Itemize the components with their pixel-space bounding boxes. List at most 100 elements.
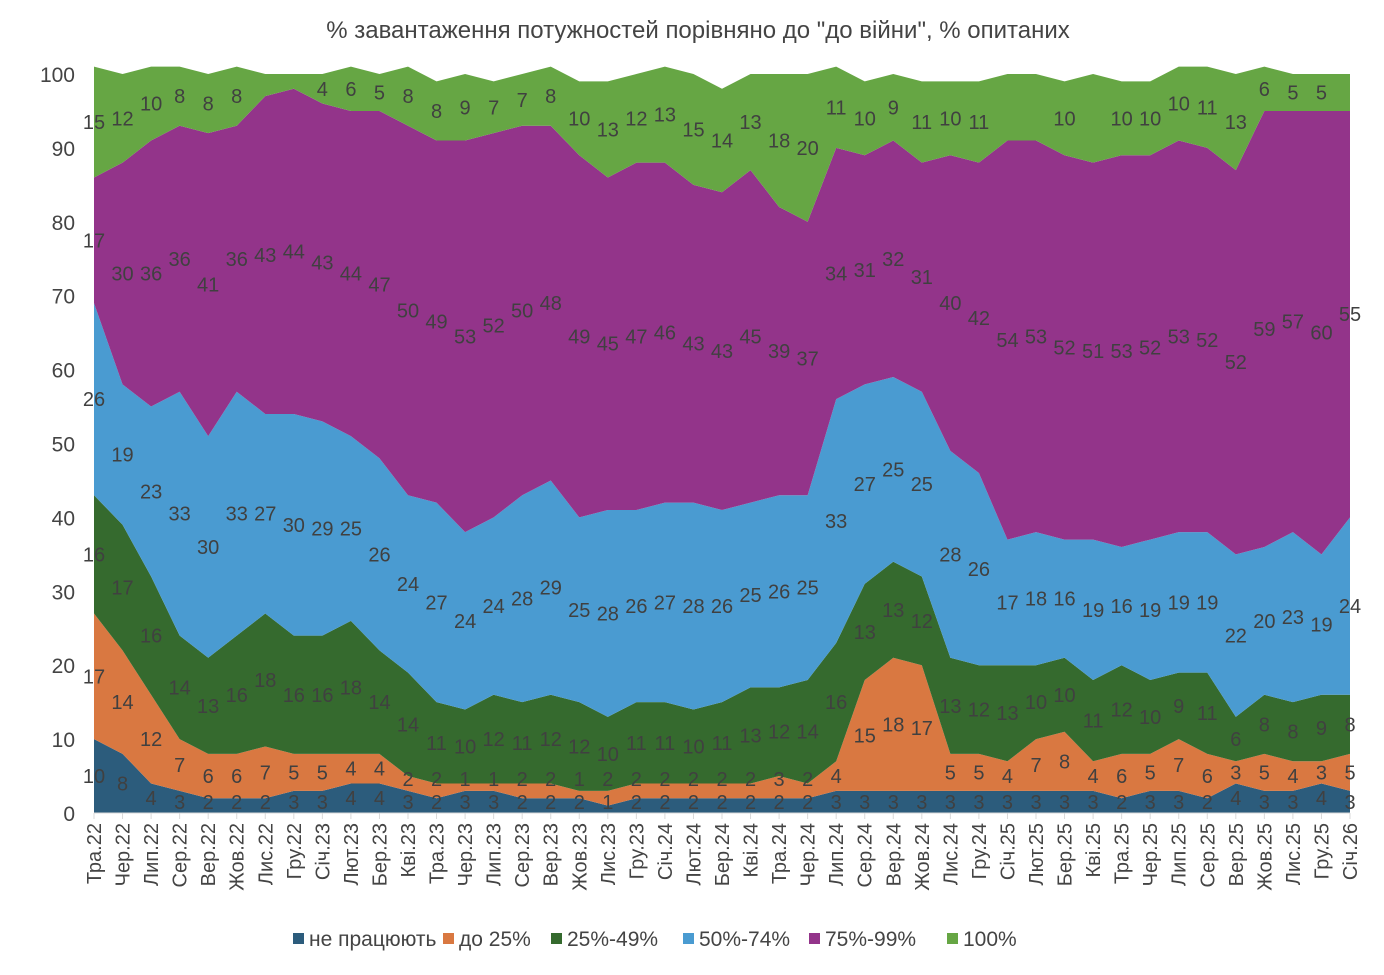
data-label: 16: [825, 692, 847, 714]
data-label: 11: [911, 112, 932, 134]
data-label: 14: [169, 677, 191, 699]
data-label: 2: [517, 792, 528, 814]
data-label: 10: [854, 108, 876, 130]
data-label: 25: [739, 585, 761, 607]
data-label: 15: [682, 119, 704, 141]
data-label: 5: [374, 82, 385, 104]
data-label: 12: [140, 729, 162, 751]
data-label: 13: [996, 703, 1018, 725]
data-label: 5: [1287, 82, 1298, 104]
data-label: 22: [1225, 626, 1247, 648]
data-label: 18: [1025, 589, 1047, 611]
data-label: 10: [1139, 707, 1161, 729]
x-tick-label: Кві.23: [398, 823, 420, 878]
data-label: 3: [831, 792, 842, 814]
data-label: 12: [625, 108, 647, 130]
data-label: 25: [911, 474, 933, 496]
data-label: 19: [1082, 600, 1104, 622]
y-tick-label: 100: [40, 64, 75, 87]
data-label: 11: [512, 733, 533, 755]
data-label: 4: [317, 79, 328, 101]
data-label: 43: [254, 245, 276, 267]
data-label: 13: [197, 696, 219, 718]
data-label: 4: [1287, 766, 1298, 788]
data-label: 3: [859, 792, 870, 814]
data-label: 6: [1259, 79, 1270, 101]
data-label: 13: [654, 105, 676, 127]
data-label: 5: [945, 762, 956, 784]
data-label: 37: [797, 349, 819, 371]
data-label: 25: [568, 600, 590, 622]
data-label: 2: [545, 792, 556, 814]
data-label: 51: [1082, 341, 1104, 363]
data-label: 6: [1202, 766, 1213, 788]
data-label: 27: [854, 474, 876, 496]
x-tick-label: Жов.24: [912, 823, 934, 891]
data-label: 2: [631, 769, 642, 791]
data-label: 4: [1230, 788, 1241, 810]
data-label: 18: [254, 670, 276, 692]
data-label: 12: [483, 729, 505, 751]
data-label: 28: [682, 596, 704, 618]
legend-item: 25%-49%: [551, 928, 658, 951]
data-label: 8: [545, 86, 556, 108]
data-label: 50: [397, 300, 419, 322]
data-label: 44: [340, 264, 362, 286]
data-label: 2: [203, 792, 214, 814]
data-label: 8: [203, 94, 214, 116]
data-label: 10: [1168, 94, 1190, 116]
x-tick-label: Гру.23: [626, 823, 648, 879]
data-label: 52: [483, 315, 505, 337]
data-label: 16: [140, 626, 162, 648]
data-label: 26: [625, 596, 647, 618]
x-tick-label: Бер.24: [712, 823, 734, 886]
x-tick-label: Вер.23: [541, 823, 563, 886]
data-label: 27: [425, 592, 447, 614]
data-label: 10: [682, 736, 704, 758]
x-tick-label: Тра.23: [427, 823, 449, 884]
area-series-4: [94, 88, 1350, 555]
x-tick-label: Січ.24: [655, 823, 677, 880]
data-label: 1: [574, 769, 585, 791]
y-tick-label: 20: [52, 655, 75, 678]
data-label: 13: [597, 119, 619, 141]
data-label: 3: [488, 792, 499, 814]
data-label: 8: [231, 86, 242, 108]
data-label: 2: [688, 792, 699, 814]
data-label: 53: [1168, 326, 1190, 348]
data-label: 12: [540, 729, 562, 751]
data-label: 11: [826, 97, 847, 119]
data-label: 2: [431, 769, 442, 791]
data-label: 45: [739, 326, 761, 348]
data-label: 31: [911, 267, 933, 289]
data-label: 3: [317, 792, 328, 814]
data-label: 6: [231, 766, 242, 788]
x-tick-label: Лис.24: [940, 823, 962, 885]
data-label: 6: [1230, 729, 1241, 751]
x-tick-label: Лис.23: [598, 823, 620, 885]
data-label: 9: [1173, 696, 1184, 718]
data-label: 10: [1053, 108, 1075, 130]
data-label: 28: [511, 589, 533, 611]
data-label: 1: [488, 769, 499, 791]
data-label: 19: [1196, 592, 1218, 614]
data-label: 3: [1002, 792, 1013, 814]
y-tick-label: 80: [52, 212, 75, 235]
data-label: 33: [226, 504, 248, 526]
legend-swatch: [947, 933, 958, 944]
data-label: 54: [996, 330, 1018, 352]
data-label: 6: [345, 79, 356, 101]
data-label: 6: [1116, 766, 1127, 788]
data-label: 2: [231, 792, 242, 814]
data-label: 8: [431, 101, 442, 123]
area-series-0: [94, 739, 1350, 813]
data-label: 2: [602, 769, 613, 791]
data-label: 10: [140, 94, 162, 116]
data-label: 25: [797, 578, 819, 600]
data-label: 2: [1116, 792, 1127, 814]
data-label: 20: [1253, 611, 1275, 633]
x-tick-label: Кві.25: [1083, 823, 1105, 878]
data-label: 11: [426, 733, 447, 755]
data-label: 26: [83, 389, 105, 411]
x-tick-label: Чер.23: [455, 823, 477, 886]
